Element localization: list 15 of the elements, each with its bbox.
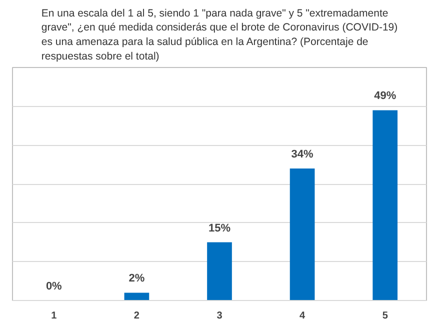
chart-title: En una escala del 1 al 5, siendo 1 "para nada grave" y 5 "extremadamente grave", ¿en qué medida considerás que el brote de Coronavirus (COVID-19) es una amenaza para la salud pública en la Argentina? (Porcentaje de respuestas sobre el total) <box>41 7 398 62</box>
bar <box>290 168 315 300</box>
bar <box>372 110 398 300</box>
data-label: 0% <box>46 280 62 292</box>
bar <box>124 292 150 300</box>
data-label: 34% <box>291 148 314 160</box>
x-tick-label: 5 <box>382 310 388 322</box>
data-label: 49% <box>374 90 396 102</box>
x-tick-label: 2 <box>134 310 140 322</box>
bar <box>207 242 232 300</box>
x-tick-label: 1 <box>51 310 58 322</box>
x-tick-label: 4 <box>300 310 306 322</box>
data-label: 15% <box>208 222 231 234</box>
x-tick-label: 3 <box>216 310 223 322</box>
data-label: 2% <box>128 272 145 285</box>
